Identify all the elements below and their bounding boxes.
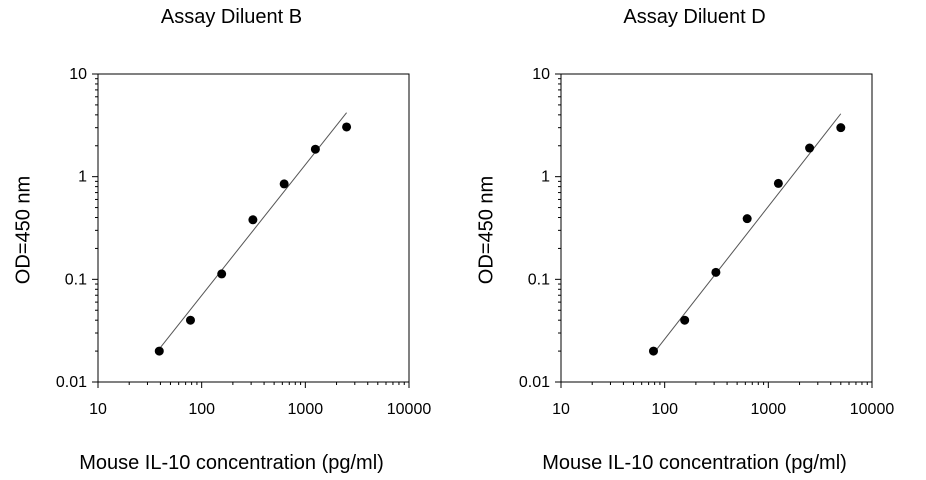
data-point (680, 315, 690, 325)
data-point (836, 123, 846, 133)
chart-title: Assay Diluent D (623, 6, 766, 28)
data-point (279, 179, 289, 189)
x-axis-label: Mouse IL-10 concentration (pg/ml) (542, 452, 847, 474)
y-tick-label: 1 (78, 169, 87, 186)
y-tick-label: 0.1 (65, 271, 87, 288)
y-tick-label: 0.01 (56, 374, 87, 391)
data-point (805, 143, 815, 153)
chart-title: Assay Diluent B (160, 6, 303, 28)
x-tick-label: 10000 (387, 401, 432, 418)
x-tick-label: 1000 (751, 401, 787, 418)
x-tick-label: 100 (651, 401, 678, 418)
y-tick-label: 10 (532, 66, 550, 83)
data-point (185, 315, 195, 325)
x-tick-label: 1000 (288, 401, 324, 418)
y-tick-label: 1 (541, 169, 550, 186)
x-tick-label: 10 (552, 401, 570, 418)
data-point (154, 346, 164, 356)
data-point (310, 144, 320, 154)
data-point (773, 178, 783, 188)
data-point (711, 267, 721, 277)
chart-panel-diluent-d: Assay Diluent D OD=450 nm 10 100 1000 10000… (463, 0, 926, 480)
chart-panel-diluent-b: Assay Diluent B OD=450 nm 10 100 1000 10000… (13, 6, 432, 474)
data-point (648, 346, 658, 356)
data-point (342, 122, 352, 132)
scatter-plot-diluent-b: 10 100 1000 10000 0.01 0.1 1 10 (56, 66, 432, 418)
x-tick-label: 10000 (850, 401, 895, 418)
y-tick-label: 0.1 (528, 271, 550, 288)
scatter-plot-diluent-d: 10 100 1000 10000 0.01 0.1 1 10 (519, 66, 895, 418)
data-point (248, 215, 258, 225)
y-tick-label: 0.01 (519, 374, 550, 391)
x-tick-label: 10 (89, 401, 107, 418)
data-point (742, 214, 752, 224)
data-point (217, 269, 227, 279)
plot-frame (97, 73, 410, 383)
fit-line (653, 113, 842, 354)
x-axis-label: Mouse IL-10 concentration (pg/ml) (79, 452, 384, 474)
y-tick-label: 10 (69, 66, 87, 83)
plot-frame (560, 73, 873, 383)
x-tick-label: 100 (188, 401, 215, 418)
